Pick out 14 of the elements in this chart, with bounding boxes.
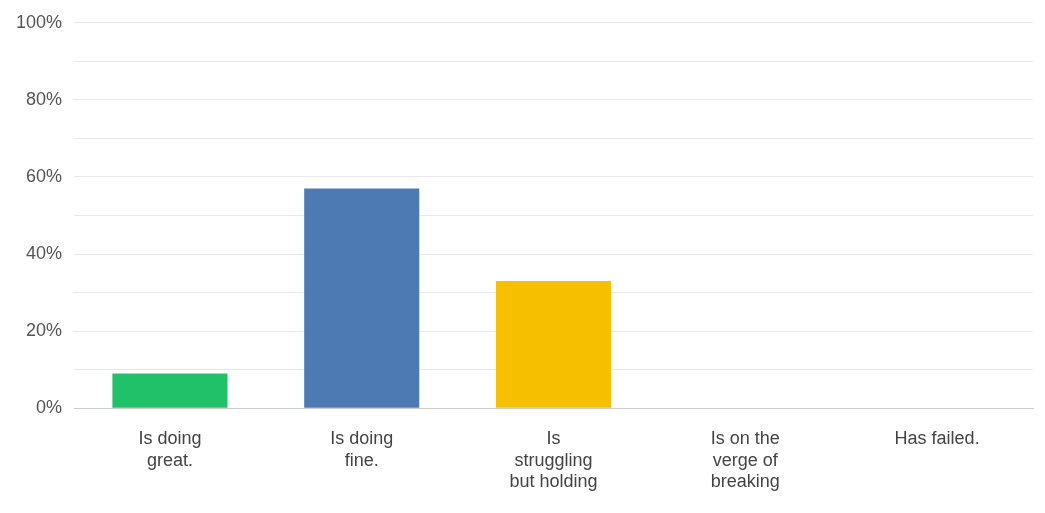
y-tick-label: 80% <box>26 88 63 109</box>
y-tick-label: 40% <box>26 243 63 264</box>
y-tick-label: 20% <box>26 320 63 341</box>
x-tick-label: Is doing great. <box>138 427 202 470</box>
x-tick-label: Is on the verge of breaking <box>710 427 780 492</box>
bar <box>112 373 228 408</box>
x-tick-label: Is doing fine. <box>330 427 394 470</box>
y-tick-label: 0% <box>36 397 63 418</box>
bar <box>495 281 612 408</box>
bar <box>304 188 420 408</box>
y-tick-label: 60% <box>26 165 63 186</box>
x-tick-label: Has failed. <box>894 427 980 448</box>
y-tick-label: 100% <box>15 11 63 32</box>
x-tick-label: Is struggling but holding <box>509 427 598 492</box>
